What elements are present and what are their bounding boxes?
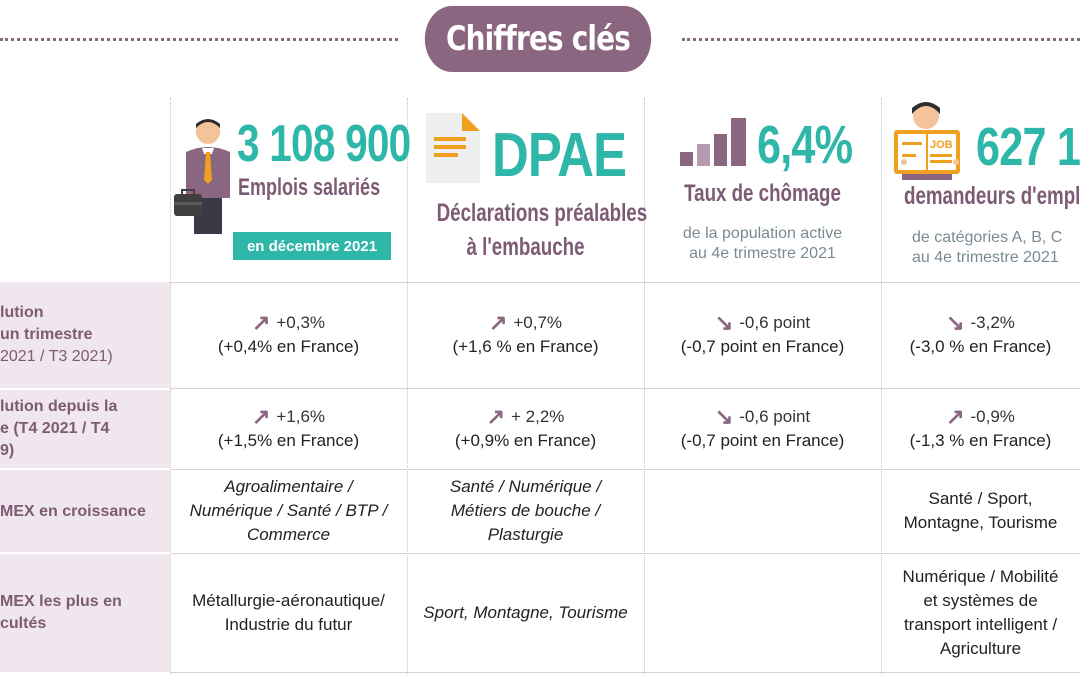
arrow-down-icon: ↘ — [946, 310, 965, 335]
cell-year-dpae: ↗ + 2,2% (+0,9% en France) — [454, 403, 597, 450]
svg-text:JOB: JOB — [930, 139, 953, 151]
cell-growth-unemployment — [644, 469, 881, 553]
cell-quarter-dpae: ↗ +0,7% (+1,6 % en France) — [452, 310, 599, 357]
row-label-bg — [0, 470, 170, 552]
row-label-growth: MEX en croissance — [0, 503, 146, 520]
row-label-bg — [0, 282, 170, 388]
arrow-up-icon: ↗ — [251, 310, 271, 335]
cell-difficulties-unemployment — [644, 553, 881, 672]
cell-difficulties-employees: Métallurgie-aéronautique/ Industrie du f… — [192, 590, 385, 634]
kpi-employees-value: 3 108 900 — [237, 115, 411, 173]
kpi-unemployment-note: de la population active au 4e trimestre … — [682, 225, 843, 262]
arrow-up-icon: ↗ — [488, 310, 508, 335]
page-title: Chiffres clés — [424, 6, 652, 72]
row-divider — [170, 469, 1080, 470]
kpi-jobseekers-value: 627 10 — [976, 117, 1080, 177]
document-icon — [426, 113, 480, 183]
cell-growth-dpae: Santé / Numérique / Métiers de bouche / … — [449, 477, 602, 544]
cell-year-employees: ↗ +1,6% (+1,5% en France) — [217, 403, 360, 450]
businessman-icon — [174, 119, 230, 234]
cell-growth-employees: Agroalimentaire / Numérique / Santé / BT… — [189, 477, 388, 544]
cell-difficulties-jobseekers: Numérique / Mobilité et systèmes de tran… — [902, 566, 1059, 658]
arrow-up-icon: ↗ — [251, 403, 271, 429]
bar-chart-icon — [680, 118, 746, 166]
kpi-employees-label: Emplois salariés — [238, 174, 381, 201]
row-label-quarter: lution un trimestre 2021 / T3 2021) — [0, 304, 113, 365]
row-divider — [170, 282, 1080, 283]
cell-year-jobseekers: ↗ -0,9% (-1,3 % en France) — [909, 403, 1052, 450]
cell-quarter-jobseekers: ↘ -3,2% (-3,0 % en France) — [909, 310, 1052, 357]
cell-quarter-employees: ↗ +0,3% (+0,4% en France) — [217, 310, 360, 357]
row-divider — [170, 672, 1080, 673]
kpi-dpae-label: Déclarations préalables à l'embauche — [436, 199, 648, 261]
row-label-bg — [0, 554, 170, 672]
kpi-unemployment-label: Taux de chômage — [684, 180, 841, 207]
arrow-down-icon: ↘ — [714, 310, 734, 335]
column-divider — [170, 98, 171, 674]
cell-difficulties-dpae: Sport, Montagne, Tourisme — [423, 602, 628, 622]
kpi-employees-date-badge: en décembre 2021 — [233, 232, 391, 260]
kpi-jobseekers-note: de catégories A, B, C au 4e trimestre 20… — [912, 229, 1063, 266]
kpi-jobseekers-label: demandeurs d'emplo — [904, 182, 1080, 210]
kpi-unemployment-value: 6,4% — [757, 115, 853, 175]
column-divider — [407, 98, 408, 674]
row-label-year: lution depuis la e (T4 2021 / T4 9) — [0, 398, 118, 459]
title-dotted-rule-right — [682, 38, 1080, 41]
row-divider — [170, 388, 1080, 389]
cell-quarter-unemployment: ↘ -0,6 point (-0,7 point en France) — [680, 310, 845, 357]
kpi-dpae-value: DPAE — [492, 121, 627, 190]
arrow-up-icon: ↗ — [946, 403, 965, 429]
title-dotted-rule-left — [0, 38, 398, 41]
row-label-difficulties: MEX les plus en cultés — [0, 593, 122, 632]
row-label-bg — [0, 390, 170, 468]
cell-year-unemployment: ↘ -0,6 point (-0,7 point en France) — [680, 403, 845, 450]
column-divider — [881, 98, 882, 674]
column-divider — [644, 98, 645, 674]
arrow-up-icon: ↗ — [486, 403, 506, 429]
job-seeker-icon: JOB — [894, 102, 960, 180]
row-divider — [170, 553, 1080, 554]
cell-growth-jobseekers: Santé / Sport, Montagne, Tourisme — [903, 489, 1058, 532]
arrow-down-icon: ↘ — [714, 403, 734, 429]
